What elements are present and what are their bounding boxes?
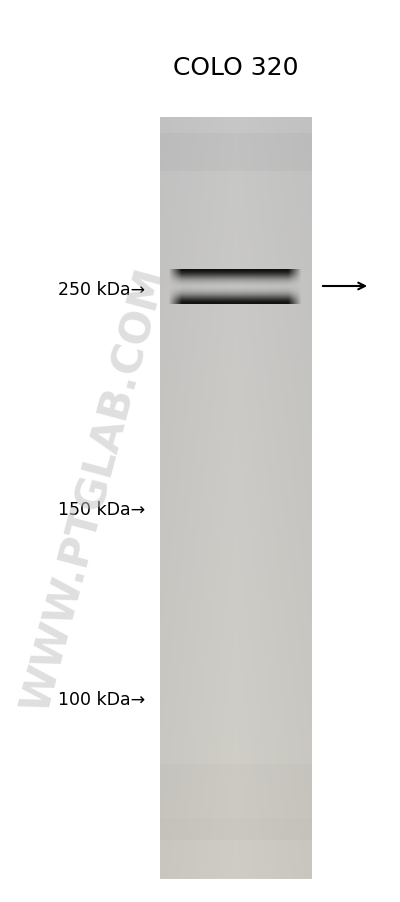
Text: 100 kDa→: 100 kDa→	[58, 690, 145, 708]
Text: WWW.PTGLAB.COM: WWW.PTGLAB.COM	[16, 263, 174, 715]
Text: 250 kDa→: 250 kDa→	[58, 281, 145, 299]
Text: 150 kDa→: 150 kDa→	[58, 501, 145, 519]
Text: COLO 320: COLO 320	[173, 56, 299, 80]
